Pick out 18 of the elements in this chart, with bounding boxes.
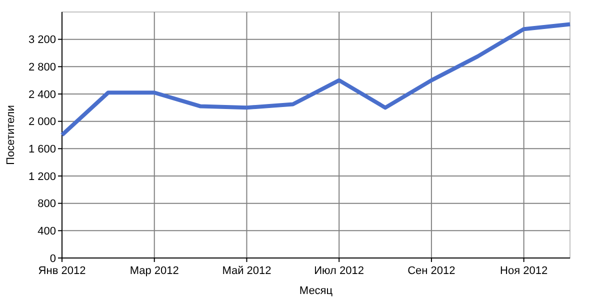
x-tick-label: Май 2012: [222, 265, 272, 277]
y-tick-label: 3 200: [28, 34, 56, 46]
y-tick-label: 800: [38, 198, 56, 210]
x-tick-label: Ноя 2012: [500, 265, 548, 277]
x-tick-label: Мар 2012: [130, 265, 179, 277]
line-series: [60, 22, 572, 137]
y-tick-label: 1 600: [28, 144, 56, 156]
y-tick-label: 0: [50, 252, 56, 265]
x-axis-title: Месяц: [299, 285, 334, 297]
x-tick-label: Сен 2012: [408, 265, 456, 277]
x-tick-label: Июл 2012: [314, 265, 364, 277]
y-tick-label: 2 400: [28, 88, 56, 101]
x-tick-label: Янв 2012: [38, 265, 86, 277]
y-axis-title: Посетители: [5, 105, 17, 165]
y-tick-label: 2 800: [28, 62, 56, 74]
y-tick-label: 400: [38, 226, 56, 238]
y-tick-label: 1 200: [28, 170, 56, 183]
y-tick-label: 2 000: [28, 116, 56, 128]
